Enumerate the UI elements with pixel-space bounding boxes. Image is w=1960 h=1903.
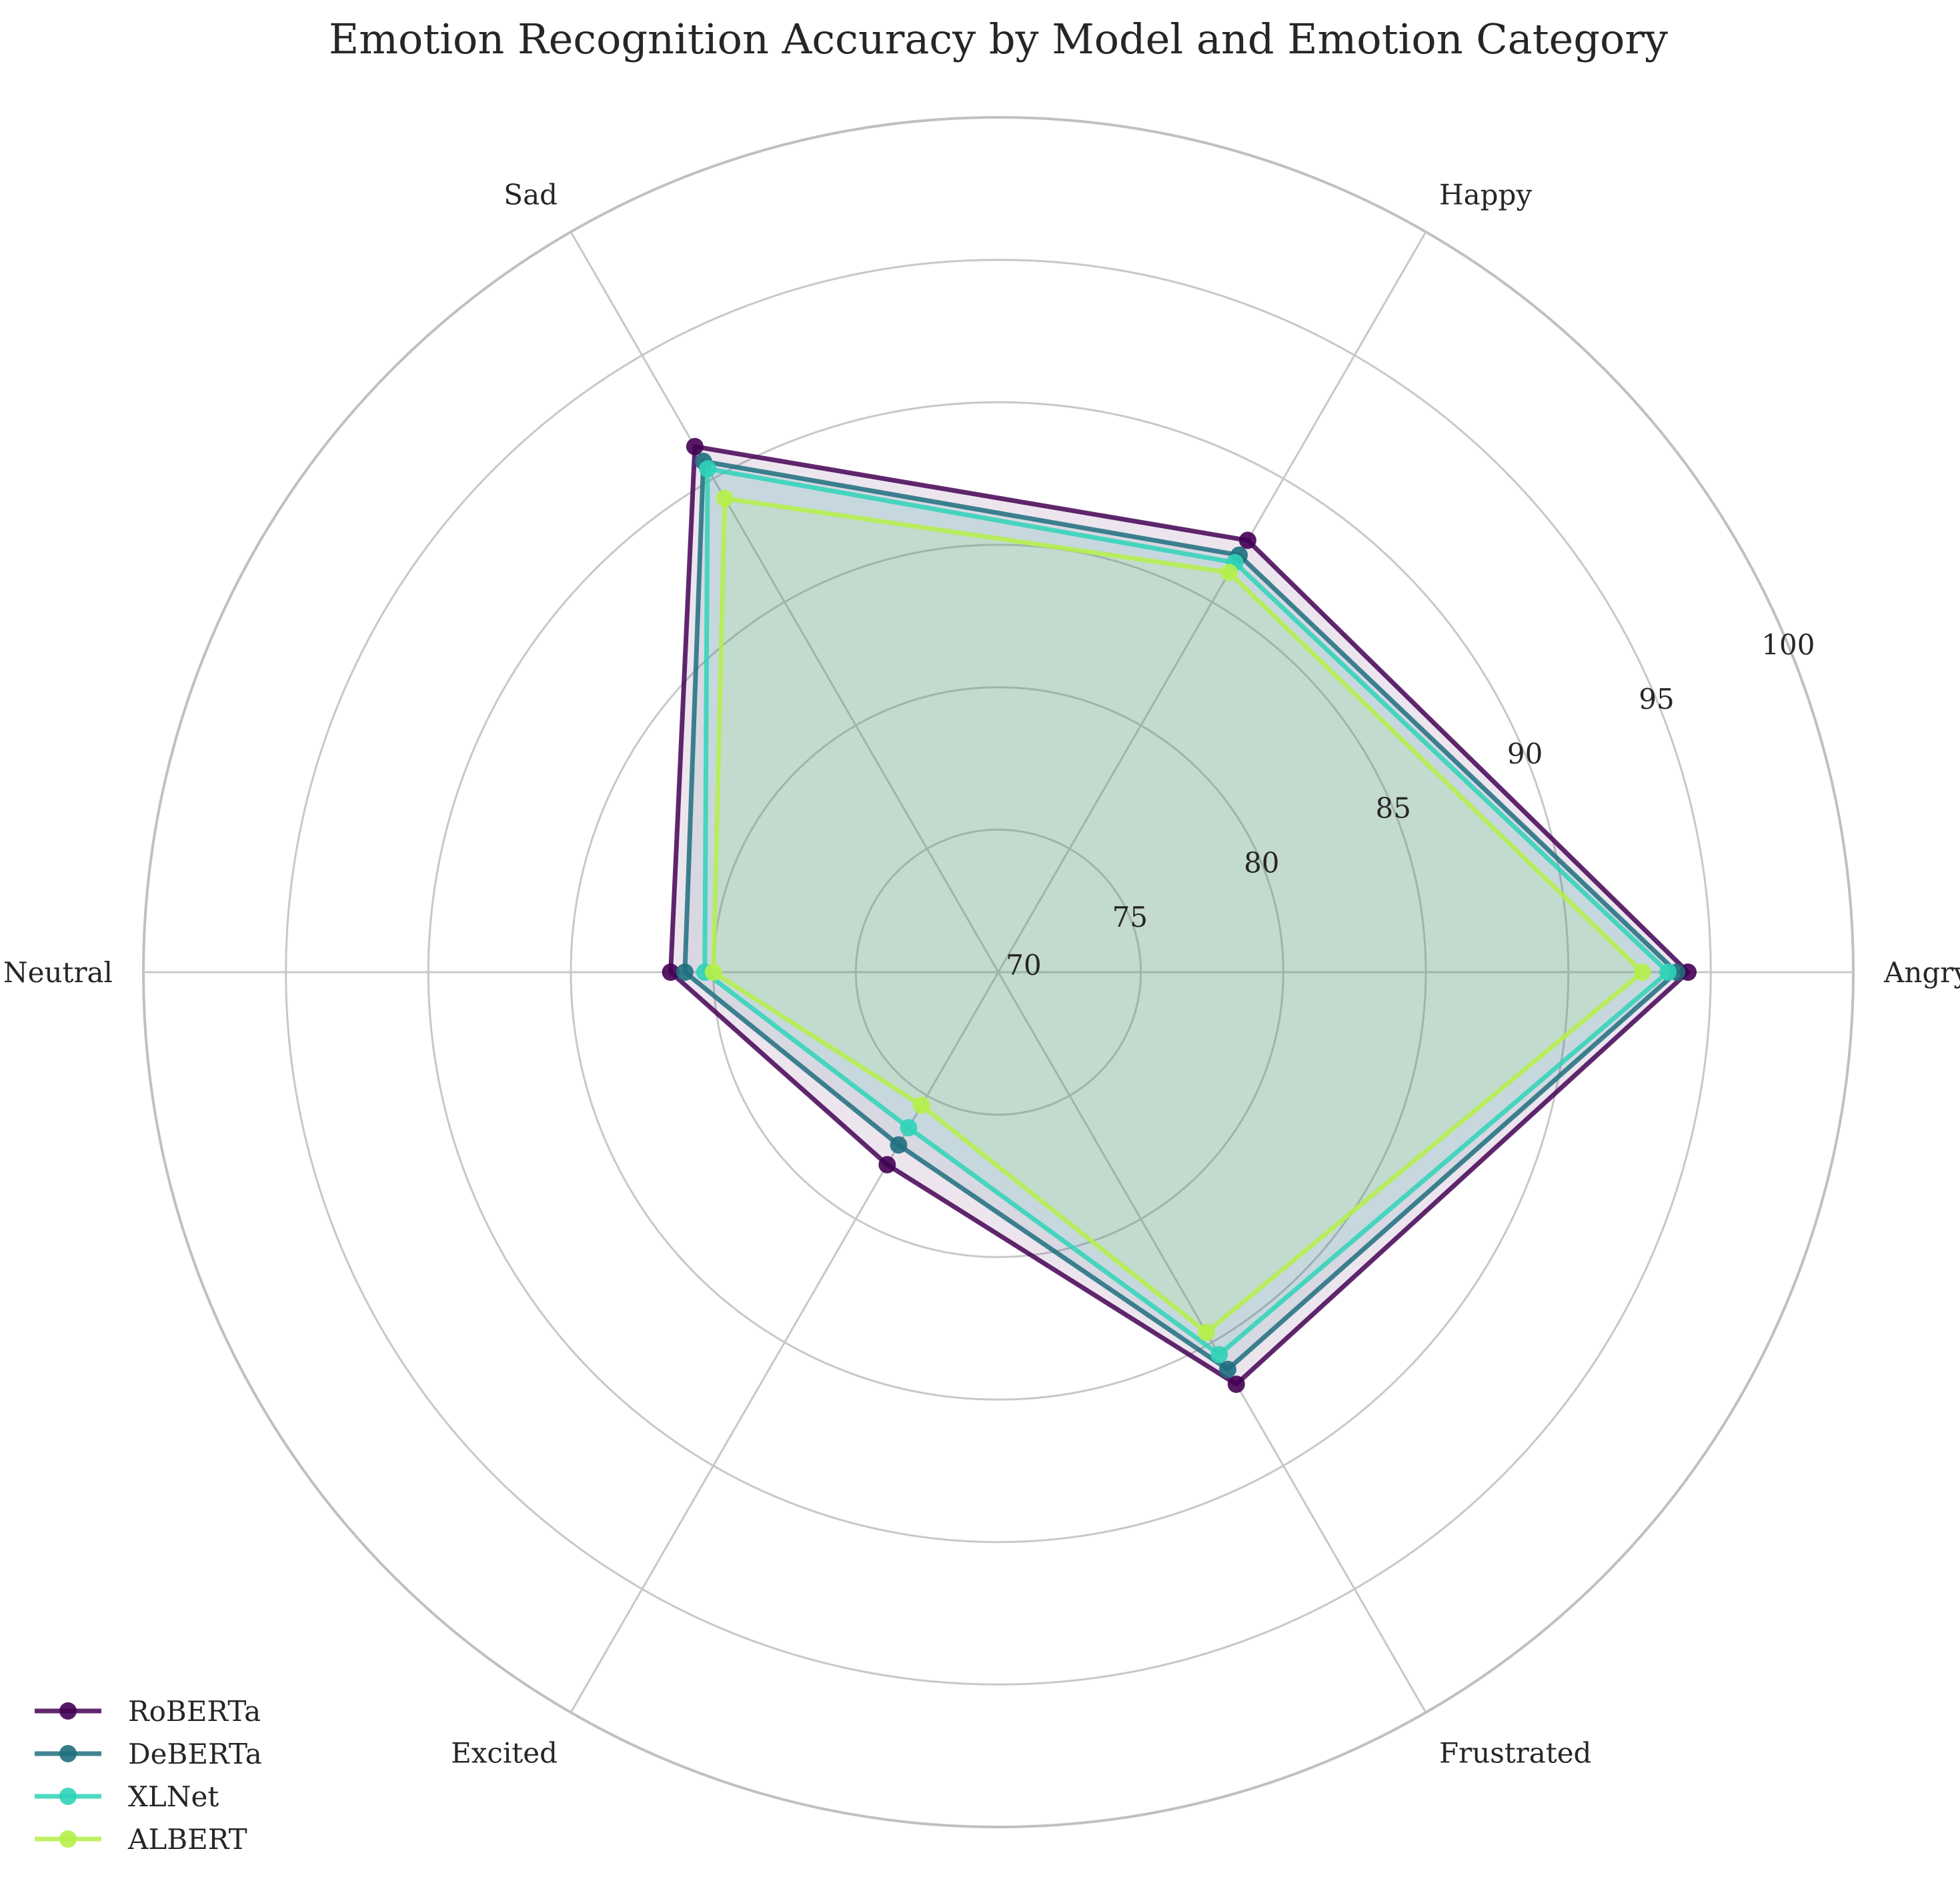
legend-label: RoBERTa: [128, 1695, 261, 1728]
data-point-albert-sad: [716, 489, 734, 507]
category-label-frustrated: Frustrated: [1439, 1736, 1591, 1769]
data-point-albert-frustrated: [1198, 1324, 1215, 1342]
radial-tick-label: 75: [1112, 901, 1148, 933]
legend: RoBERTa DeBERTa XLNet ALBERT: [35, 1695, 262, 1856]
legend-marker-swatch: [59, 1745, 77, 1762]
legend-marker-swatch: [59, 1788, 77, 1805]
data-point-albert-excited: [912, 1096, 930, 1114]
legend-label: DeBERTa: [128, 1738, 262, 1770]
radial-tick-label: 95: [1639, 683, 1674, 715]
legend-label: ALBERT: [127, 1823, 247, 1856]
series-fill-roberta: [670, 446, 1689, 1385]
category-label-happy: Happy: [1439, 179, 1532, 211]
series-fill-albert: [713, 498, 1643, 1333]
data-point-roberta-frustrated: [1227, 1376, 1245, 1393]
data-point-xlnet-angry: [1659, 964, 1677, 981]
grid-spoke-happy: [997, 231, 1427, 973]
legend-label: XLNet: [128, 1780, 219, 1813]
data-point-roberta-happy: [1238, 531, 1256, 549]
radial-tick-label: 80: [1244, 847, 1279, 879]
category-label-angry: Angry: [1883, 956, 1960, 989]
data-point-xlnet-sad: [699, 460, 717, 477]
grid-spoke-frustrated: [997, 972, 1427, 1713]
data-point-deberta-frustrated: [1219, 1360, 1236, 1378]
radial-tick-label: 85: [1375, 792, 1410, 825]
series-fill-xlnet: [704, 469, 1669, 1355]
grid-spoke-excited: [570, 972, 1000, 1713]
series-layer: [662, 437, 1697, 1393]
radial-tick-label: 100: [1761, 628, 1815, 661]
polar-grid: [142, 116, 1855, 1828]
data-point-xlnet-frustrated: [1210, 1346, 1228, 1364]
category-label-neutral: Neutral: [3, 956, 113, 989]
legend-marker-swatch: [59, 1702, 77, 1720]
legend-item-xlnet: XLNet: [35, 1780, 219, 1813]
data-point-roberta-neutral: [662, 964, 680, 981]
legend-item-deberta: DeBERTa: [35, 1738, 262, 1770]
data-point-albert-angry: [1633, 964, 1651, 981]
radial-tick-label: 90: [1507, 737, 1543, 770]
radial-tick-label: 70: [1006, 949, 1041, 982]
axis-labels: Angry Happy Sad Neutral Excited Frustrated 70 7…: [3, 179, 1960, 1770]
data-point-xlnet-excited: [900, 1119, 918, 1137]
series-albert: [704, 489, 1651, 1342]
data-point-deberta-excited: [890, 1136, 908, 1154]
legend-item-roberta: RoBERTa: [35, 1695, 261, 1728]
data-point-albert-neutral: [704, 964, 722, 981]
data-point-roberta-excited: [878, 1156, 896, 1174]
data-point-albert-happy: [1220, 563, 1238, 581]
series-fill-deberta: [684, 461, 1677, 1370]
data-point-roberta-sad: [686, 437, 704, 455]
data-point-deberta-neutral: [676, 964, 694, 981]
chart-title: Emotion Recognition Accuracy by Model an…: [329, 15, 1668, 63]
legend-marker-swatch: [59, 1830, 77, 1848]
category-label-sad: Sad: [504, 179, 558, 211]
series-roberta: [662, 437, 1697, 1393]
category-label-excited: Excited: [451, 1736, 558, 1769]
grid-spoke-sad: [570, 231, 1000, 973]
legend-item-albert: ALBERT: [35, 1823, 247, 1856]
